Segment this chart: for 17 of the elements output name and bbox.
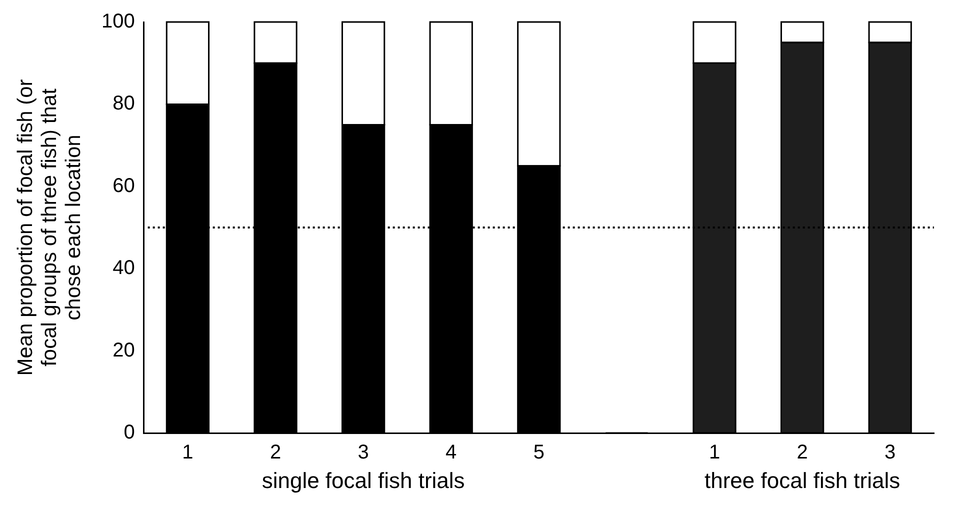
text: single focal fish trials	[262, 468, 465, 494]
y-tick-label: 60	[112, 174, 135, 197]
x-tick-label: 3	[358, 442, 369, 464]
y-tick-label: 80	[112, 92, 135, 115]
x-tick-label: 4	[446, 442, 457, 464]
x-tick-label: 3	[884, 442, 896, 464]
x-tick-label: 5	[533, 442, 544, 464]
y-tick-label: 100	[101, 10, 135, 33]
y-tick-label: 40	[112, 257, 135, 280]
x-tick-label: 1	[708, 442, 720, 464]
x-tick-label: 2	[270, 442, 282, 464]
y-tick-label: 20	[112, 339, 135, 362]
y-tick-label: 0	[124, 422, 135, 444]
x-tick-label: 1	[182, 442, 194, 464]
text: three focal fish trials	[704, 468, 900, 494]
y-axis-title: Mean proportion of focal fish (or focal groups of three fish) that chose each location	[14, 79, 86, 376]
x-tick-label: 2	[796, 442, 808, 464]
